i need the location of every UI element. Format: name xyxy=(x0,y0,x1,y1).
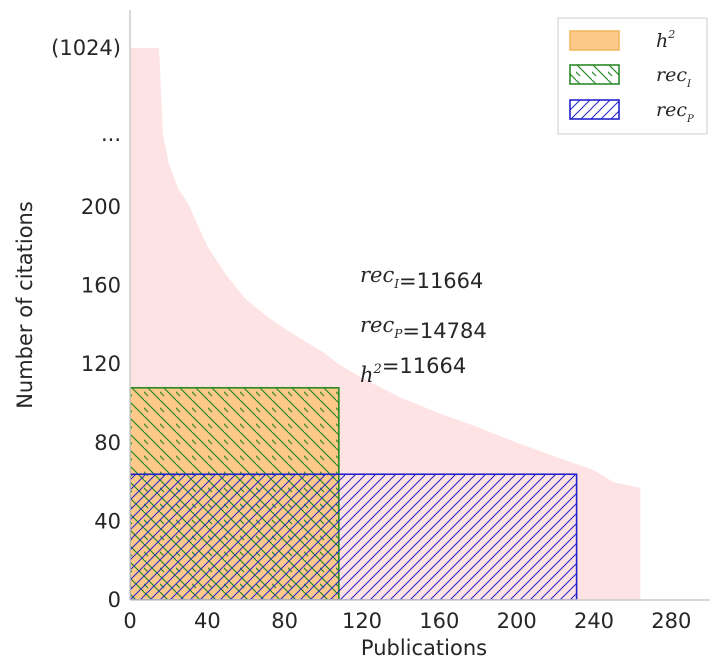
x-tick-label: 0 xyxy=(123,609,136,633)
rect-rec-p xyxy=(130,473,578,600)
y-tick-label: ... xyxy=(101,122,121,146)
x-tick-label: 120 xyxy=(342,609,382,633)
annotations: recI=11664 recP=14784 h2=11664 xyxy=(360,263,487,387)
x-tick-label: 80 xyxy=(271,609,298,633)
y-tick-label: 40 xyxy=(94,509,121,533)
plot-area xyxy=(130,48,641,600)
x-axis-title: Publications xyxy=(361,636,487,660)
legend-label-rec-i: recI xyxy=(656,64,692,90)
y-axis-title: Number of citations xyxy=(13,201,37,409)
y-tick-label: 200 xyxy=(81,195,121,219)
x-tick-labels: 0 40 80 120 160 200 240 280 xyxy=(123,609,691,633)
y-tick-label: (1024) xyxy=(51,36,121,60)
y-tick-labels: 0 40 80 120 160 200... (1024) xyxy=(51,36,121,612)
legend-swatch-rec-p xyxy=(569,99,620,120)
legend-swatch-h2 xyxy=(569,30,620,51)
x-tick-label: 280 xyxy=(651,609,691,633)
x-tick-label: 40 xyxy=(194,609,221,633)
y-tick-label: 80 xyxy=(94,431,121,455)
legend-label-rec-p: recP xyxy=(656,99,694,125)
legend-swatch-rec-i xyxy=(569,64,620,85)
legend-label-h2: h2 xyxy=(656,28,675,52)
legend: h2 recI recP xyxy=(557,17,708,135)
annotation-h2: h2=11664 xyxy=(360,354,466,387)
axes xyxy=(129,10,710,601)
x-tick-label: 240 xyxy=(574,609,614,633)
annotation-recP: recP=14784 xyxy=(360,313,487,343)
y-tick-label: 0 xyxy=(108,588,121,612)
x-tick-label: 160 xyxy=(419,609,459,633)
x-tick-label: 200 xyxy=(497,609,537,633)
y-tick-label: 160 xyxy=(81,274,121,298)
annotation-recI: recI=11664 xyxy=(360,263,483,293)
y-tick-label: 120 xyxy=(81,352,121,376)
